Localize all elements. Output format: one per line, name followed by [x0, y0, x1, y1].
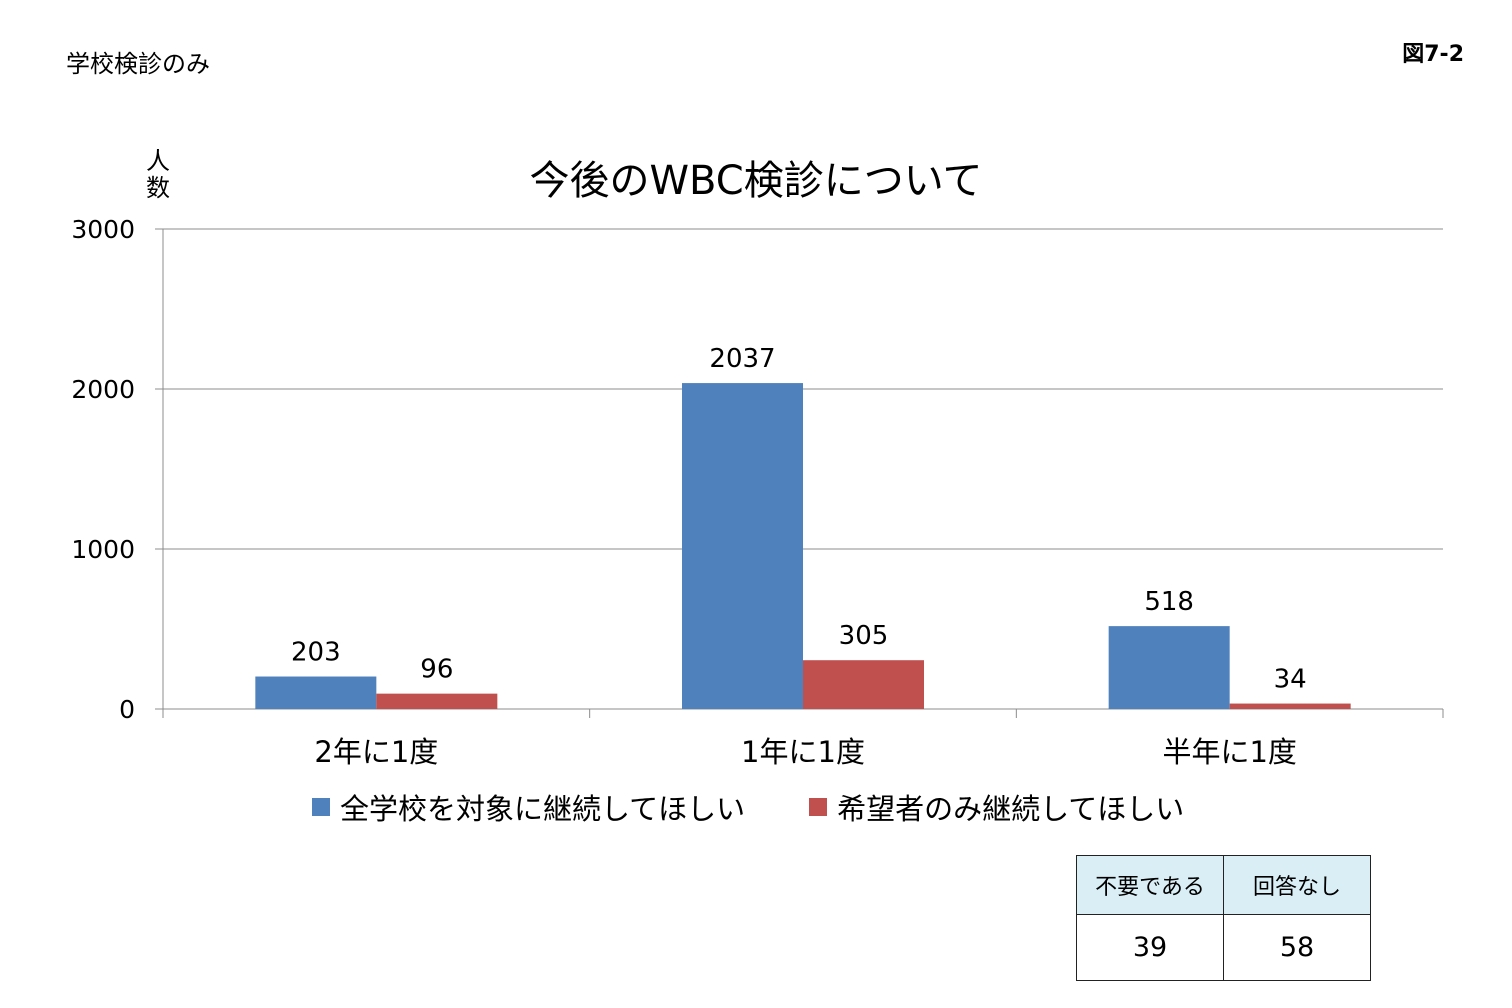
- x-category-label: 半年に1度: [1162, 735, 1296, 769]
- y-axis-label: 人数: [146, 147, 170, 202]
- legend-label-series-2: 希望者のみ継続してほしい: [837, 792, 1185, 826]
- y-tick-label: 2000: [71, 375, 135, 404]
- other-responses-table: 不要である 回答なし 39 58: [1076, 855, 1371, 981]
- table-cell-unnecessary: 39: [1076, 914, 1224, 981]
- legend-swatch-series-2: [809, 798, 828, 816]
- data-label: 2037: [709, 344, 775, 374]
- chart-title: 今後のWBC検診について: [529, 158, 983, 204]
- bar-series-2: [803, 660, 924, 709]
- y-tick-label: 0: [119, 695, 135, 724]
- data-label: 203: [291, 638, 341, 668]
- legend-label-series-1: 全学校を対象に継続してほしい: [340, 792, 746, 826]
- table-header-unnecessary: 不要である: [1076, 855, 1224, 915]
- x-category-label: 2年に1度: [314, 735, 438, 769]
- figure-label: 図7-2: [1402, 42, 1464, 67]
- bar-chart: 0 1000 2000 3000 2年に1度 203 96 1年に1度 2037 305 半年に1度…: [71, 215, 1444, 769]
- y-tick-label: 3000: [71, 215, 135, 244]
- bar-series-1: [255, 676, 377, 709]
- bar-series-1: [682, 383, 803, 709]
- y-tick-label: 1000: [71, 535, 135, 564]
- table-row: 39 58: [1076, 914, 1371, 981]
- bar-series-2: [1229, 703, 1351, 709]
- data-label: 305: [839, 621, 889, 651]
- page-note: 学校検診のみ: [66, 50, 210, 78]
- legend-swatch-series-1: [312, 798, 330, 816]
- table-cell-no-answer: 58: [1223, 914, 1371, 981]
- bar-series-1: [1108, 626, 1230, 709]
- data-label: 96: [420, 655, 453, 685]
- legend-item-series-1: 全学校を対象に継続してほしい: [312, 786, 745, 828]
- legend-item-series-2: 希望者のみ継続してほしい: [809, 786, 1184, 828]
- table-header-row: 不要である 回答なし: [1076, 855, 1371, 915]
- bar-series-2: [376, 693, 498, 709]
- data-label: 34: [1274, 665, 1307, 695]
- table-header-no-answer: 回答なし: [1223, 855, 1371, 915]
- data-label: 518: [1144, 587, 1194, 617]
- x-category-label: 1年に1度: [741, 735, 865, 769]
- chart-legend: 全学校を対象に継続してほしい 希望者のみ継続してほしい: [312, 786, 1248, 828]
